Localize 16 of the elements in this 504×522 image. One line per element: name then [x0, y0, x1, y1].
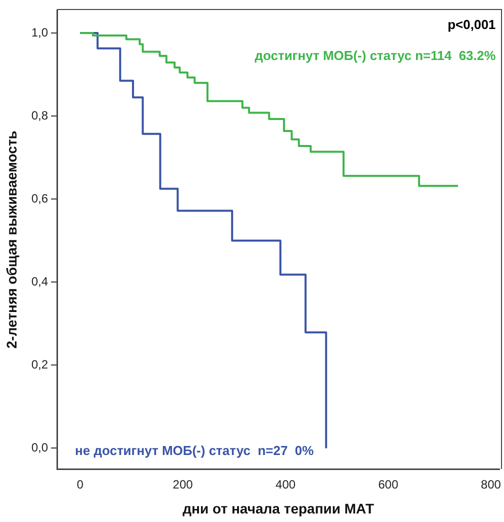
y-axis-title: 2-летняя общая выживаемость [3, 130, 20, 349]
y-tick-label: 0,2 [31, 358, 48, 372]
y-tick-label: 1,0 [31, 25, 48, 40]
x-tick-label: 800 [480, 478, 502, 492]
x-tick-label: 0 [76, 478, 84, 492]
x-axis-title: дни от начала терапии МАТ [182, 500, 374, 516]
y-tick-label: 0,6 [31, 191, 48, 206]
series-label: не достигнут МОБ(-) статус n=27 0% [75, 443, 314, 458]
y-tick-label: 0,4 [31, 274, 48, 288]
x-tick-label: 400 [276, 478, 296, 492]
y-tick-label: 0,8 [31, 108, 48, 122]
x-tick-label: 600 [378, 478, 399, 492]
annotation: p<0,001 [448, 17, 496, 32]
y-tick-label: 0,0 [31, 440, 48, 455]
text: достигнут МОБ(-) статус n=114 63.2% [254, 48, 496, 64]
x-tick-label: 200 [172, 478, 194, 492]
